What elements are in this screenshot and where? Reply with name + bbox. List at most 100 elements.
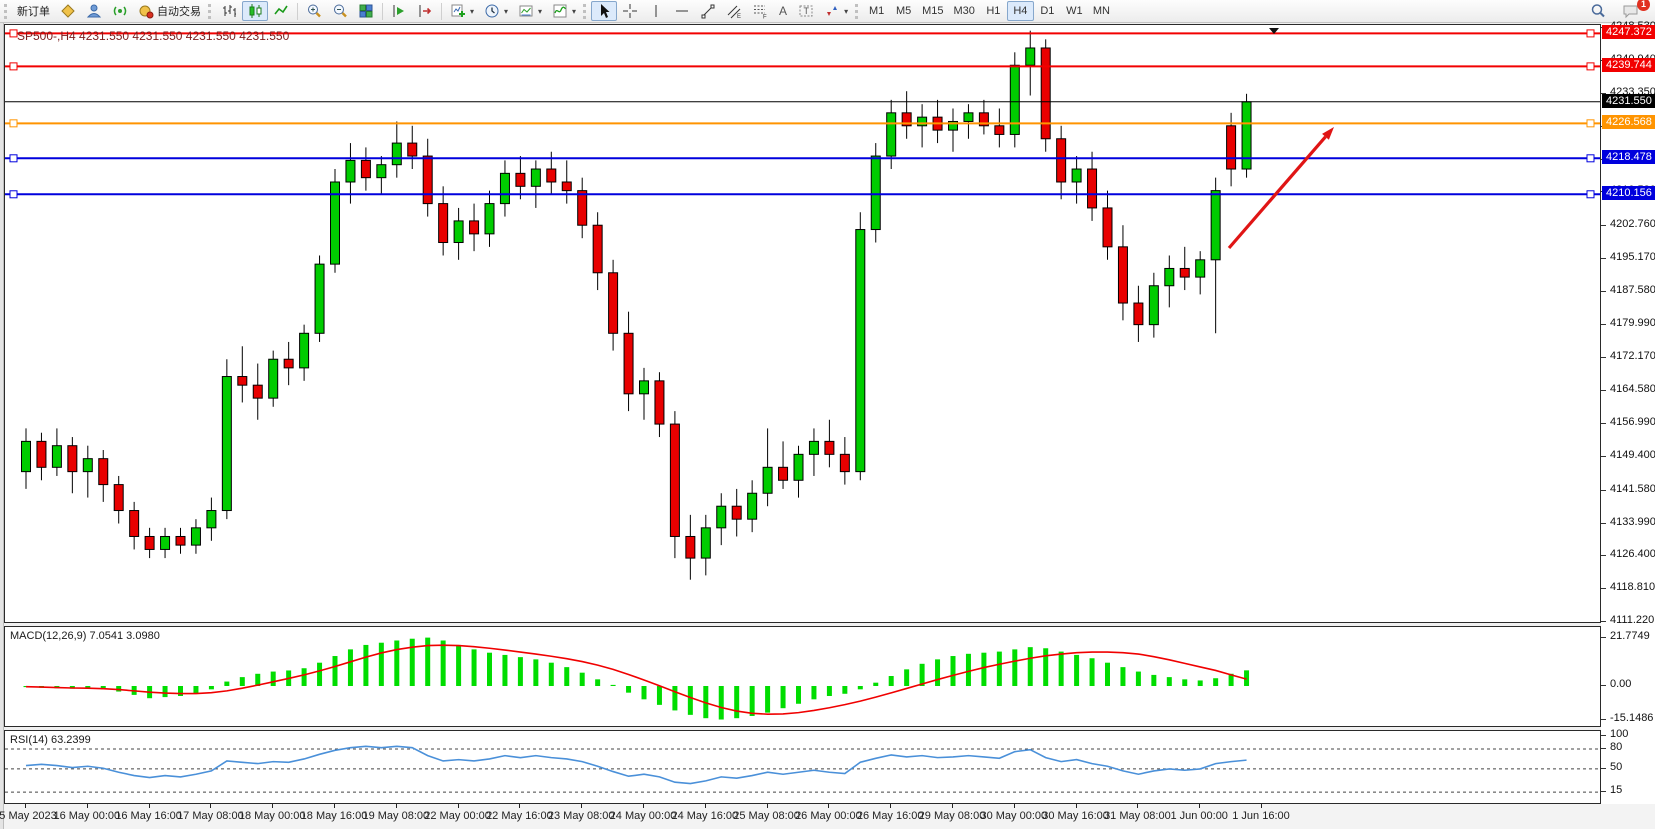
price-line-label[interactable]: 4239.744 bbox=[1602, 58, 1655, 73]
crosshair-tool-button[interactable] bbox=[617, 1, 643, 21]
macd-scale-label-tick bbox=[1601, 718, 1606, 720]
price-tick-label: 4172.170 bbox=[1610, 350, 1655, 363]
time-tick bbox=[1199, 804, 1201, 808]
data-window-icon bbox=[86, 3, 102, 19]
arrows-icon bbox=[824, 3, 840, 19]
time-tick-label: 30 May 00:00 bbox=[980, 810, 1048, 822]
bar-chart-button[interactable] bbox=[216, 1, 242, 21]
text-label-tool-button[interactable]: T bbox=[793, 1, 819, 21]
text-icon: A bbox=[779, 4, 788, 18]
new-chart-button[interactable]: ▾ bbox=[445, 1, 479, 21]
price-tick-label: 4187.580 bbox=[1610, 283, 1655, 296]
new-order-button[interactable]: 新订单 bbox=[12, 1, 55, 21]
timeframe-m15[interactable]: M15 bbox=[922, 5, 944, 17]
price-tick-label-tick bbox=[1601, 290, 1606, 292]
timeframe-h1[interactable]: H1 bbox=[986, 5, 1001, 17]
time-tick bbox=[766, 804, 768, 808]
fibonacci-icon: F bbox=[752, 3, 768, 19]
time-tick-label: 1 Jun 16:00 bbox=[1232, 810, 1290, 822]
templates-button[interactable]: ▾ bbox=[513, 1, 547, 21]
time-tick-label: 22 May 16:00 bbox=[486, 810, 553, 822]
time-tick bbox=[1075, 804, 1077, 808]
text-label-icon: T bbox=[798, 3, 814, 19]
market-watch-button[interactable] bbox=[55, 1, 81, 21]
auto-scroll-button[interactable] bbox=[386, 1, 412, 21]
price-tick-label-tick bbox=[1601, 423, 1606, 425]
timeframe-h4[interactable]: H4 bbox=[1006, 1, 1034, 21]
time-tick-label: 17 May 08:00 bbox=[177, 810, 244, 822]
time-tick-label: 24 May 16:00 bbox=[671, 810, 739, 822]
price-tick-label-tick bbox=[1601, 225, 1606, 227]
rsi-scale-label: 100 bbox=[1610, 727, 1629, 740]
chevron-down-icon: ▾ bbox=[538, 6, 543, 16]
fibonacci-tool-button[interactable]: F bbox=[747, 1, 773, 21]
equidistant-channel-tool-button[interactable]: E bbox=[721, 1, 747, 21]
price-tick-label-tick bbox=[1601, 390, 1606, 392]
auto-trading-button[interactable]: 自动交易 bbox=[133, 1, 206, 21]
arrows-tool-button[interactable]: ▾ bbox=[819, 1, 853, 21]
toolbar-drag-handle[interactable] bbox=[583, 3, 588, 19]
price-axis[interactable]: 4248.5304240.9404233.3504225.7604218.170… bbox=[1601, 20, 1655, 804]
toolbar-drag-handle[interactable] bbox=[4, 3, 9, 19]
timeframe-w1[interactable]: W1 bbox=[1066, 5, 1083, 17]
candlestick-chart-button[interactable] bbox=[242, 1, 268, 21]
toolbar-drag-handle[interactable] bbox=[855, 3, 860, 19]
price-line-label[interactable]: 4218.478 bbox=[1602, 150, 1655, 165]
time-tick-label: 26 May 00:00 bbox=[795, 810, 862, 822]
macd-canvas[interactable] bbox=[5, 627, 1600, 726]
search-button[interactable] bbox=[1585, 1, 1611, 21]
notification-badge: 1 bbox=[1637, 0, 1650, 11]
price-tick-label-tick bbox=[1601, 323, 1606, 325]
timeframe-m30[interactable]: M30 bbox=[953, 5, 975, 17]
auto-trading-icon bbox=[138, 3, 154, 19]
price-line-label[interactable]: 4226.568 bbox=[1602, 115, 1655, 130]
time-tick bbox=[1261, 804, 1262, 808]
chevron-down-icon: ▾ bbox=[572, 6, 577, 16]
time-tick bbox=[1013, 804, 1015, 808]
signals-icon bbox=[112, 3, 128, 19]
bid-price-label[interactable]: 4231.550 bbox=[1602, 93, 1655, 108]
price-tick-label: 4164.580 bbox=[1610, 383, 1655, 396]
periods-button[interactable]: ▾ bbox=[479, 1, 513, 21]
rsi-scale-label: 15 bbox=[1610, 784, 1623, 797]
time-tick bbox=[643, 804, 644, 808]
window-edge bbox=[0, 23, 4, 829]
toolbar-drag-handle[interactable] bbox=[208, 3, 213, 19]
main-chart-panel[interactable]: SP500-,H4 4231.550 4231.550 4231.550 423… bbox=[4, 24, 1601, 623]
data-window-button[interactable] bbox=[81, 1, 107, 21]
trendline-tool-button[interactable] bbox=[695, 1, 721, 21]
rsi-panel[interactable]: RSI(14) 63.2399 bbox=[4, 730, 1601, 804]
zoom-in-button[interactable] bbox=[301, 1, 327, 21]
price-line-label[interactable]: 4210.156 bbox=[1602, 186, 1655, 201]
rsi-canvas[interactable] bbox=[5, 731, 1600, 803]
macd-panel[interactable]: MACD(12,26,9) 7.0541 3.0980 bbox=[4, 626, 1601, 727]
vertical-line-tool-button[interactable] bbox=[643, 1, 669, 21]
time-tick bbox=[457, 804, 459, 808]
price-tick-label: 4141.580 bbox=[1610, 482, 1655, 495]
timeframe-m5[interactable]: M5 bbox=[895, 5, 912, 17]
rsi-scale-label: 80 bbox=[1610, 741, 1623, 753]
timeframe-mn[interactable]: MN bbox=[1092, 5, 1110, 17]
text-tool-button[interactable]: A bbox=[773, 1, 793, 21]
notifications-button[interactable]: 1 bbox=[1617, 0, 1650, 21]
main-chart-canvas[interactable] bbox=[5, 25, 1600, 622]
template-icon bbox=[518, 3, 534, 19]
horizontal-line-tool-button[interactable] bbox=[669, 1, 695, 21]
trend-arrow-annotation bbox=[1227, 127, 1334, 250]
market-watch-icon bbox=[60, 3, 76, 19]
signals-button[interactable] bbox=[107, 1, 133, 21]
zoom-in-icon bbox=[306, 3, 322, 19]
timeframe-d1[interactable]: D1 bbox=[1040, 5, 1055, 17]
chart-shift-button[interactable] bbox=[412, 1, 438, 21]
crosshair-icon bbox=[622, 3, 638, 19]
timeframe-m1[interactable]: M1 bbox=[868, 5, 885, 17]
zoom-out-button[interactable] bbox=[327, 1, 353, 21]
tile-windows-button[interactable] bbox=[353, 1, 379, 21]
line-chart-button[interactable] bbox=[268, 1, 294, 21]
cursor-tool-button[interactable] bbox=[591, 1, 618, 21]
time-tick bbox=[25, 804, 26, 808]
price-line-label[interactable]: 4247.372 bbox=[1602, 25, 1655, 40]
rsi-scale-label: 50 bbox=[1610, 760, 1623, 773]
indicators-button[interactable]: ▾ bbox=[547, 1, 581, 21]
